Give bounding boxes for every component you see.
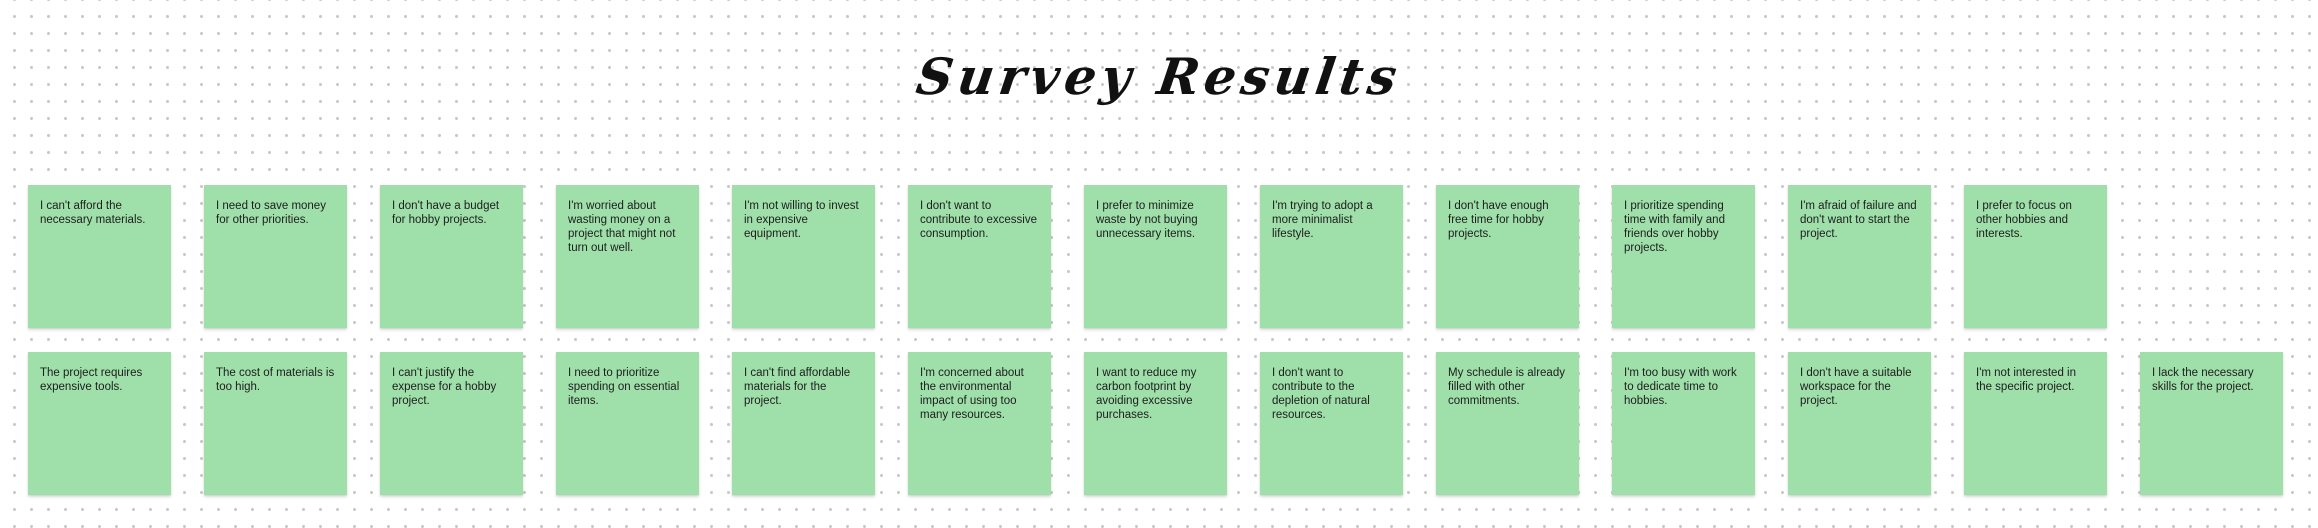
sticky-note-text: I lack the necessary skills for the proj… (2152, 367, 2254, 393)
sticky-note[interactable]: I'm too busy with work to dedicate time … (1612, 352, 1755, 495)
sticky-note-text: I can't afford the necessary materials. (40, 200, 146, 226)
sticky-note-text: I need to save money for other prioritie… (216, 200, 326, 226)
sticky-note[interactable]: I don't want to contribute to the deplet… (1260, 352, 1403, 495)
sticky-note[interactable]: I don't have enough free time for hobby … (1436, 185, 1579, 328)
sticky-note-text: I'm too busy with work to dedicate time … (1624, 367, 1737, 407)
sticky-note-text: I need to prioritize spending on essenti… (568, 367, 680, 407)
sticky-note-text: I don't have enough free time for hobby … (1448, 200, 1549, 240)
board-title[interactable]: Survey Results (912, 47, 1406, 106)
sticky-note[interactable]: I don't want to contribute to excessive … (908, 185, 1051, 328)
sticky-note-text: I prefer to focus on other hobbies and i… (1976, 200, 2072, 240)
sticky-note[interactable]: My schedule is already filled with other… (1436, 352, 1579, 495)
sticky-note[interactable]: I prioritize spending time with family a… (1612, 185, 1755, 328)
sticky-note[interactable]: I don't have a suitable workspace for th… (1788, 352, 1931, 495)
sticky-note-text: I don't have a budget for hobby projects… (392, 200, 500, 226)
sticky-note-text: I don't want to contribute to the deplet… (1272, 367, 1370, 421)
sticky-note-text: I can't find affordable materials for th… (744, 367, 851, 407)
sticky-note[interactable]: I need to save money for other prioritie… (204, 185, 347, 328)
sticky-note[interactable]: I prefer to minimize waste by not buying… (1084, 185, 1227, 328)
sticky-note-text: The project requires expensive tools. (40, 367, 143, 393)
sticky-note-text: I prefer to minimize waste by not buying… (1096, 200, 1198, 240)
sticky-note-text: I'm concerned about the environmental im… (920, 367, 1024, 421)
sticky-note-text: I'm worried about wasting money on a pro… (568, 200, 676, 254)
sticky-note[interactable]: The project requires expensive tools. (28, 352, 171, 495)
sticky-note[interactable]: I'm not willing to invest in expensive e… (732, 185, 875, 328)
sticky-note[interactable]: I can't find affordable materials for th… (732, 352, 875, 495)
sticky-note[interactable]: I can't justify the expense for a hobby … (380, 352, 523, 495)
sticky-note[interactable]: I lack the necessary skills for the proj… (2140, 352, 2283, 495)
sticky-note-text: I don't have a suitable workspace for th… (1800, 367, 1912, 407)
sticky-note-text: The cost of materials is too high. (216, 367, 335, 393)
sticky-note[interactable]: I'm afraid of failure and don't want to … (1788, 185, 1931, 328)
sticky-note-text: I'm not interested in the specific proje… (1976, 367, 2076, 393)
sticky-note[interactable]: I want to reduce my carbon footprint by … (1084, 352, 1227, 495)
sticky-note[interactable]: I can't afford the necessary materials. (28, 185, 171, 328)
sticky-note[interactable]: I'm worried about wasting money on a pro… (556, 185, 699, 328)
sticky-note-text: I'm afraid of failure and don't want to … (1800, 200, 1917, 240)
sticky-note[interactable]: I prefer to focus on other hobbies and i… (1964, 185, 2107, 328)
sticky-note-text: My schedule is already filled with other… (1448, 367, 1565, 407)
sticky-note[interactable]: I don't have a budget for hobby projects… (380, 185, 523, 328)
sticky-note[interactable]: I'm not interested in the specific proje… (1964, 352, 2107, 495)
sticky-note-text: I want to reduce my carbon footprint by … (1096, 367, 1197, 421)
sticky-note[interactable]: The cost of materials is too high. (204, 352, 347, 495)
sticky-note-text: I prioritize spending time with family a… (1624, 200, 1725, 254)
sticky-note-text: I'm trying to adopt a more minimalist li… (1272, 200, 1373, 240)
sticky-note-text: I can't justify the expense for a hobby … (392, 367, 497, 407)
sticky-note-text: I don't want to contribute to excessive … (920, 200, 1037, 240)
sticky-note[interactable]: I'm concerned about the environmental im… (908, 352, 1051, 495)
sticky-note[interactable]: I need to prioritize spending on essenti… (556, 352, 699, 495)
sticky-note-text: I'm not willing to invest in expensive e… (744, 200, 859, 240)
sticky-note[interactable]: I'm trying to adopt a more minimalist li… (1260, 185, 1403, 328)
